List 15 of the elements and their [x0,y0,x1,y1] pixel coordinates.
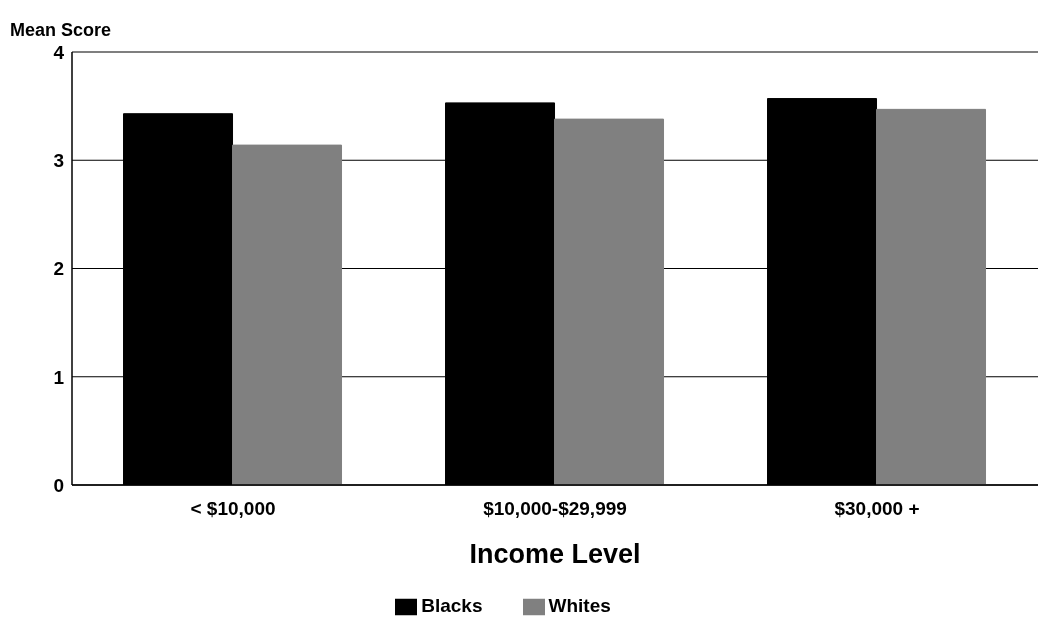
y-tick-label: 4 [53,41,65,63]
legend-label: Whites [548,595,611,617]
legend-label: Blacks [421,595,483,617]
bar [876,108,987,486]
x-tick-label: $10,000-$29,999 [483,497,627,519]
bar [232,144,343,486]
x-tick-label: < $10,000 [190,497,276,519]
x-axis-title: Income Level [469,539,641,570]
y-tick-label: 2 [53,258,64,280]
bar [554,118,665,486]
x-tick-label: $30,000 + [834,497,920,519]
y-tick-label: 0 [53,474,64,496]
y-tick-label: 1 [53,366,65,388]
y-axis-title: Mean Score [10,20,112,41]
y-tick-label: 3 [53,150,64,171]
